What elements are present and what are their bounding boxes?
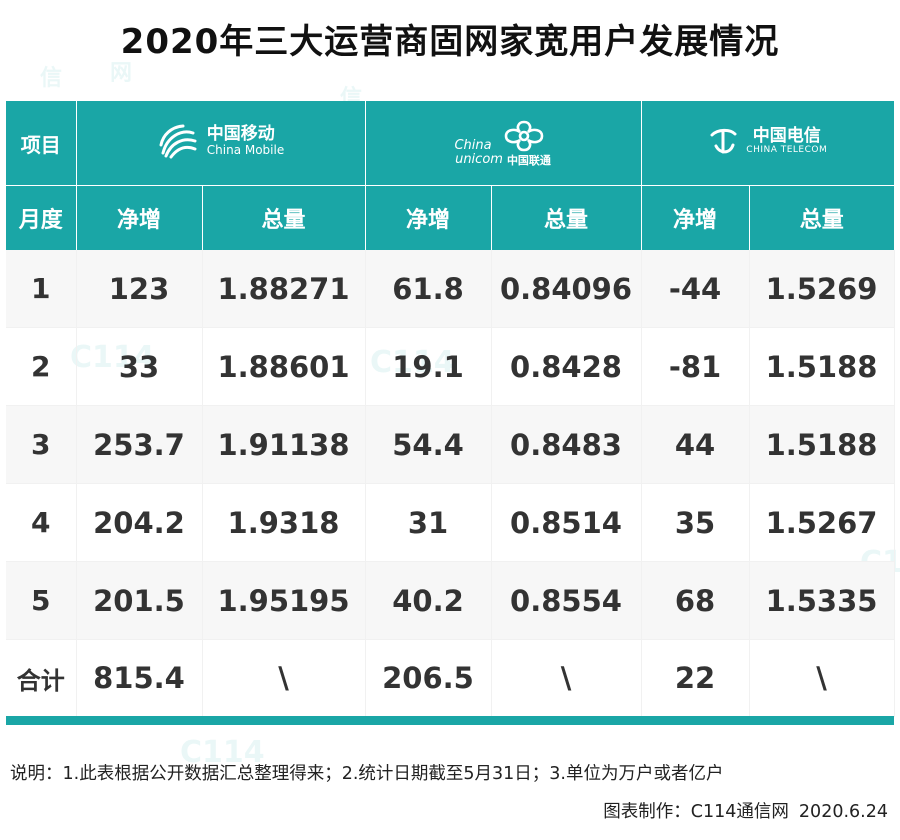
china-unicom-en-bottom: unicom xyxy=(455,152,503,167)
carrier-header-row: 项目 中国移动 xyxy=(6,101,895,186)
table-cell: 1.91138 xyxy=(202,405,366,484)
china-telecom-header: 中国电信 CHINA TELECOM xyxy=(641,101,895,186)
table-cell: 44 xyxy=(641,405,750,484)
china-telecom-cn: 中国电信 xyxy=(752,125,821,146)
china-mobile-logo-icon xyxy=(159,124,197,159)
credit-date: 2020.6.24 xyxy=(798,802,888,822)
page-title: 2020年三大运营商固网家宽用户发展情况 xyxy=(120,22,780,62)
table-cell: 1.5188 xyxy=(749,405,895,484)
table-cell: 54.4 xyxy=(365,405,492,484)
item-header-cell: 项目 xyxy=(6,101,77,186)
table-cell: -44 xyxy=(641,250,750,328)
china-unicom-logo: China unicom 中国联通 xyxy=(454,119,551,167)
table-cell: 1.9318 xyxy=(202,483,366,562)
unicom-total-header: 总量 xyxy=(491,185,642,250)
footnote: 说明：1.此表根据公开数据汇总整理得来；2.统计日期截至5月31日；3.单位为万… xyxy=(10,764,724,784)
sub-header-row: 月度 净增 总量 净增 总量 净增 总量 xyxy=(6,185,895,250)
credit-label: 图表制作：C114通信网 xyxy=(603,802,789,822)
telecom-total-header: 总量 xyxy=(749,185,895,250)
table-cell: 1.5335 xyxy=(749,561,895,640)
table-row: 3 253.7 1.91138 54.4 0.8483 44 1.5188 xyxy=(6,405,895,484)
table-cell: 1.88601 xyxy=(202,327,366,406)
unicom-net-add-header: 净增 xyxy=(365,185,492,250)
china-telecom-logo: 中国电信 CHINA TELECOM xyxy=(708,126,827,156)
table-cell: 68 xyxy=(641,561,750,640)
credit-line: 图表制作：C114通信网 2020.6.24 xyxy=(593,798,888,823)
china-mobile-header: 中国移动 China Mobile xyxy=(76,101,366,186)
table-cell: 1.5188 xyxy=(749,327,895,406)
row-label-cell: 合计 xyxy=(6,639,77,717)
table-cell: -81 xyxy=(641,327,750,406)
table-cell: 1.5269 xyxy=(749,250,895,328)
table-cell: 0.84096 xyxy=(491,250,642,328)
table-cell: \ xyxy=(491,639,642,717)
table-cell: \ xyxy=(749,639,895,717)
table-cell: 253.7 xyxy=(76,405,203,484)
table-cell: 35 xyxy=(641,483,750,562)
row-label-cell: 2 xyxy=(6,327,77,406)
table-cell: 201.5 xyxy=(76,561,203,640)
table-cell: 22 xyxy=(641,639,750,717)
table-cell: 0.8483 xyxy=(491,405,642,484)
table-cell: 1.5267 xyxy=(749,483,895,562)
table-cell: 33 xyxy=(76,327,203,406)
table-row: 合计 815.4 \ 206.5 \ 22 \ xyxy=(6,639,895,717)
row-label-cell: 1 xyxy=(6,250,77,328)
table-cell: 61.8 xyxy=(365,250,492,328)
table-cell: \ xyxy=(202,639,366,717)
data-table: 项目 中国移动 xyxy=(6,101,895,717)
item-label: 项目 xyxy=(20,132,61,157)
row-label-cell: 5 xyxy=(6,561,77,640)
china-unicom-header: China unicom 中国联通 xyxy=(365,101,642,186)
table-cell: 31 xyxy=(365,483,492,562)
china-unicom-en-top: China xyxy=(454,138,492,153)
mobile-total-header: 总量 xyxy=(202,185,366,250)
table-cell: 40.2 xyxy=(365,561,492,640)
china-mobile-cn: 中国移动 xyxy=(206,124,275,144)
row-label-cell: 4 xyxy=(6,483,77,562)
table-cell: 1.88271 xyxy=(202,250,366,328)
china-telecom-en: CHINA TELECOM xyxy=(746,144,828,155)
table-cell: 0.8428 xyxy=(491,327,642,406)
china-unicom-cn: 中国联通 xyxy=(506,154,551,167)
telecom-net-add-header: 净增 xyxy=(641,185,750,250)
table-cell: 815.4 xyxy=(76,639,203,717)
table-cell: 1.95195 xyxy=(202,561,366,640)
table-row: 1 123 1.88271 61.8 0.84096 -44 1.5269 xyxy=(6,250,895,328)
month-header-cell: 月度 xyxy=(6,185,77,250)
table-row: 5 201.5 1.95195 40.2 0.8554 68 1.5335 xyxy=(6,561,895,640)
table-cell: 123 xyxy=(76,250,203,328)
table-cell: 0.8514 xyxy=(491,483,642,562)
china-telecom-logo-icon xyxy=(710,128,737,154)
table-cell: 206.5 xyxy=(365,639,492,717)
row-label-cell: 3 xyxy=(6,405,77,484)
china-unicom-knot-icon xyxy=(504,120,543,152)
table-cell: 19.1 xyxy=(365,327,492,406)
china-mobile-en: China Mobile xyxy=(206,143,285,157)
table-cell: 204.2 xyxy=(76,483,203,562)
china-mobile-logo: 中国移动 China Mobile xyxy=(157,123,284,159)
table-cell: 0.8554 xyxy=(491,561,642,640)
table-bottom-bar xyxy=(6,716,894,725)
table-row: 4 204.2 1.9318 31 0.8514 35 1.5267 xyxy=(6,483,895,562)
watermark-text: 信 xyxy=(40,66,63,91)
mobile-net-add-header: 净增 xyxy=(76,185,203,250)
table-row: 2 33 1.88601 19.1 0.8428 -81 1.5188 xyxy=(6,327,895,406)
